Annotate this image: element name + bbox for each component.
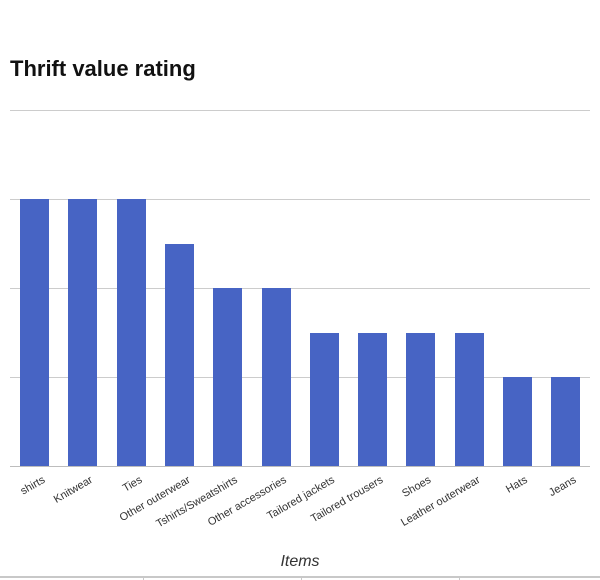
x-axis-baseline bbox=[10, 466, 590, 467]
footer-tick bbox=[301, 576, 302, 580]
bar[interactable] bbox=[213, 288, 242, 466]
bar[interactable] bbox=[68, 199, 97, 466]
bar[interactable] bbox=[406, 332, 435, 466]
footer-divider bbox=[0, 576, 600, 578]
bar[interactable] bbox=[20, 199, 49, 466]
chart-title: Thrift value rating bbox=[10, 56, 196, 81]
bar[interactable] bbox=[310, 332, 339, 466]
gridline bbox=[10, 110, 590, 111]
gridline bbox=[10, 377, 590, 378]
x-tick-label: Shoes bbox=[399, 474, 433, 500]
bar[interactable] bbox=[551, 377, 580, 466]
gridline bbox=[10, 288, 590, 289]
x-tick-label: Ties bbox=[120, 474, 144, 495]
bar[interactable] bbox=[358, 332, 387, 466]
bar[interactable] bbox=[262, 288, 291, 466]
bar[interactable] bbox=[165, 243, 194, 466]
x-tick-label: shirts bbox=[18, 474, 47, 498]
bar[interactable] bbox=[455, 332, 484, 466]
x-axis-title: Items bbox=[280, 553, 320, 570]
x-tick-label: Tshirts/Sweatshirts bbox=[153, 474, 240, 531]
x-tick-label: Knitwear bbox=[51, 474, 95, 506]
x-tick-label: Hats bbox=[503, 474, 530, 496]
bar[interactable] bbox=[503, 377, 532, 466]
footer-tick bbox=[459, 576, 460, 580]
x-tick-label: Jeans bbox=[546, 474, 578, 500]
gridline bbox=[10, 199, 590, 200]
bar[interactable] bbox=[117, 199, 146, 466]
footer-tick bbox=[143, 576, 144, 580]
